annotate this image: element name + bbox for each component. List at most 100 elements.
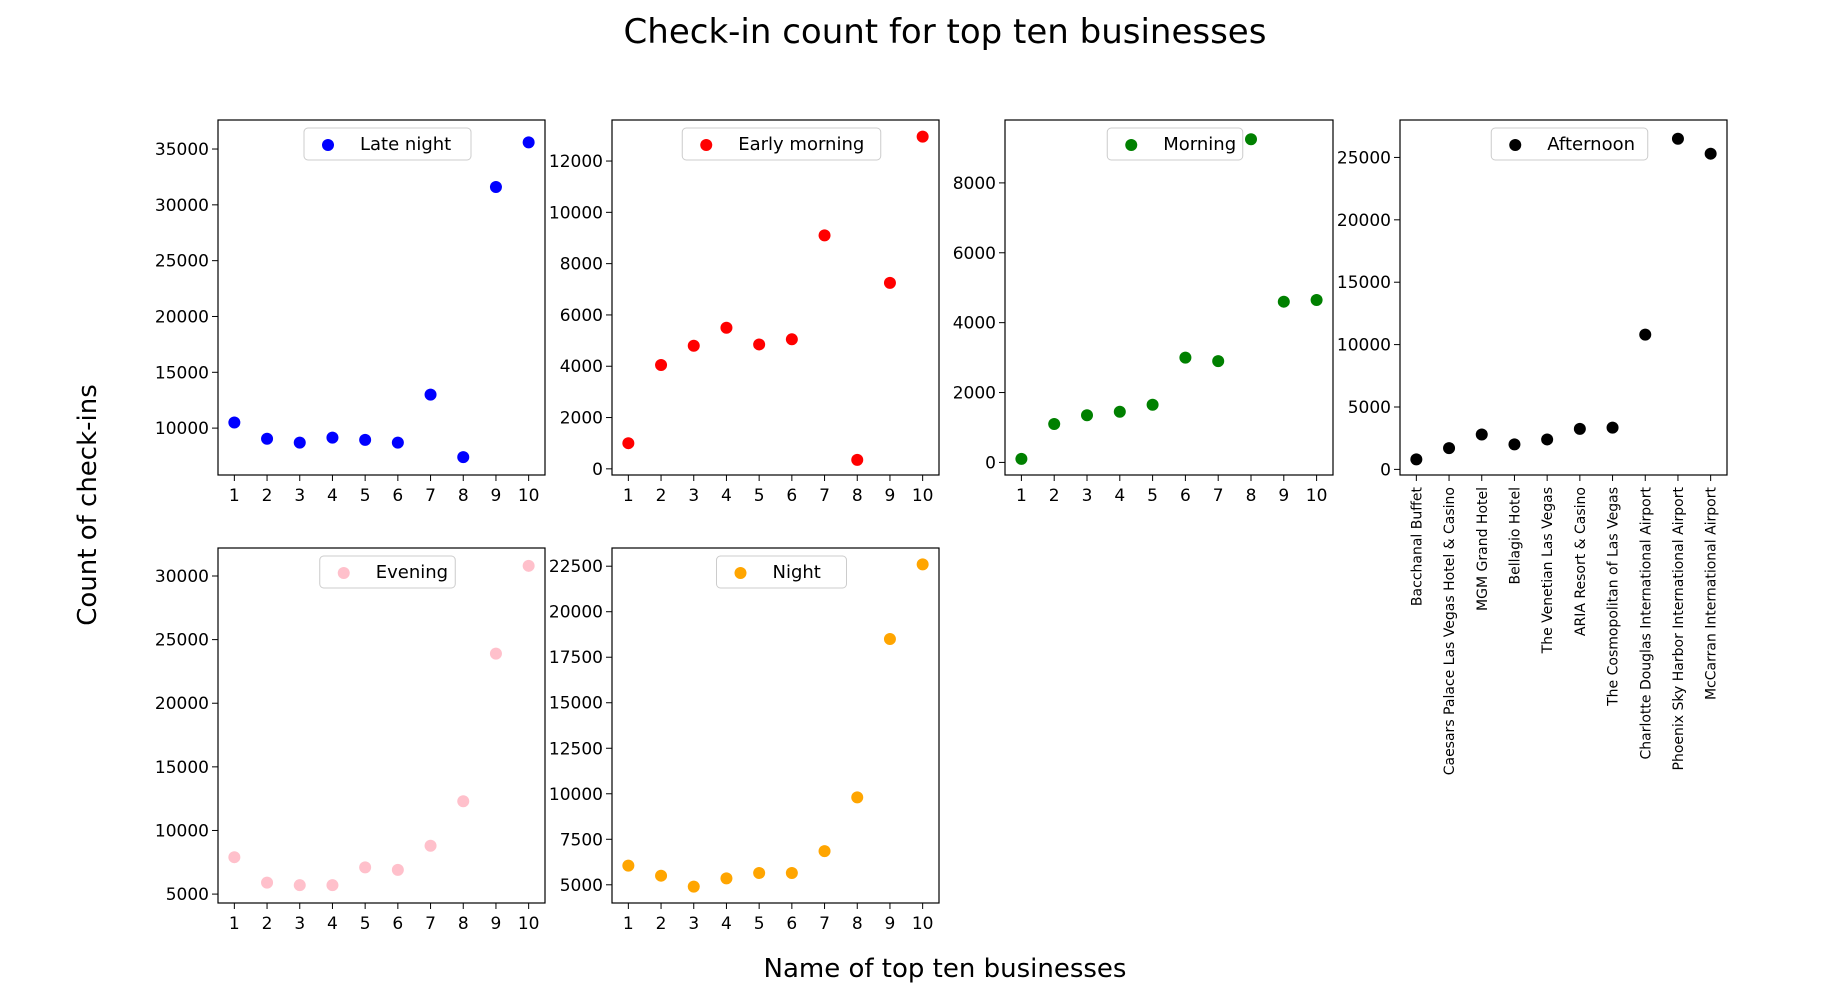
- data-point: [1508, 438, 1521, 451]
- data-point: [457, 795, 470, 808]
- data-point: [687, 339, 700, 352]
- data-point: [1015, 452, 1028, 465]
- xtick-label: 10: [518, 486, 540, 506]
- subplot-evening: 5000 10000 15000 20000 25000 30000 1 2 3 4 5 6 7 8 9 10…: [155, 547, 546, 934]
- axes-frame-morning: [1004, 119, 1334, 476]
- xtick-label: 3: [688, 914, 699, 934]
- ytick-label: 25000: [155, 252, 209, 272]
- subplot-afternoon: 0 5000 10000 15000 20000 25000 Bacchanal Buffe…: [1337, 119, 1728, 775]
- data-point: [522, 136, 535, 149]
- data-point: [1443, 442, 1456, 455]
- data-point: [622, 437, 635, 450]
- xtick-label: 8: [458, 914, 469, 934]
- data-point: [1410, 453, 1423, 466]
- xtick-label: 4: [721, 914, 732, 934]
- xtick-label: 2: [656, 486, 667, 506]
- xtick-label: 5: [360, 486, 371, 506]
- ytick-label: 2000: [560, 409, 603, 429]
- xtick-label: Bellagio Hotel: [1507, 487, 1523, 584]
- ytick-label: 10000: [1337, 336, 1391, 356]
- xtick-label: 10: [1306, 486, 1328, 506]
- ytick-label: 35000: [155, 140, 209, 160]
- data-point: [1704, 147, 1717, 160]
- data-point: [622, 859, 635, 872]
- xtick-label: 3: [688, 486, 699, 506]
- axes-frame-late-night: [217, 119, 546, 476]
- data-point: [391, 863, 404, 876]
- xtick-label: 8: [1246, 486, 1257, 506]
- data-point: [457, 451, 470, 464]
- data-point: [655, 358, 668, 371]
- legend-evening: Evening: [319, 555, 456, 589]
- data-point: [753, 866, 766, 879]
- figure-title: Check-in count for top ten businesses: [624, 12, 1267, 52]
- legend-marker: [734, 567, 747, 579]
- ytick-label: 5000: [1348, 398, 1391, 418]
- xtick-label: 5: [754, 486, 765, 506]
- data-point: [1212, 355, 1225, 368]
- data-point: [424, 839, 437, 852]
- ytick-label: 4000: [560, 357, 603, 377]
- legend-label: Late night: [360, 134, 451, 155]
- ytick-label: 15000: [549, 694, 603, 714]
- xtick-label: 3: [294, 486, 305, 506]
- data-point: [687, 880, 700, 893]
- legend-box: [303, 127, 472, 161]
- xtick-label: McCarran International Airport: [1704, 486, 1720, 700]
- ytick-label: 6000: [953, 244, 996, 264]
- legend-label: Afternoon: [1547, 134, 1635, 155]
- ytick-label: 0: [592, 460, 603, 480]
- ytick-label: 20000: [155, 694, 209, 714]
- data-point: [851, 453, 864, 466]
- xtick-label: 1: [623, 486, 634, 506]
- ytick-label: 8000: [560, 255, 603, 275]
- data-point: [818, 845, 831, 858]
- data-point: [326, 431, 339, 444]
- ytick-label: 0: [1380, 460, 1391, 480]
- ytick-label: 6000: [560, 306, 603, 326]
- ytick-label: 22500: [549, 557, 603, 577]
- data-point: [359, 861, 372, 874]
- data-point: [785, 866, 798, 879]
- xtick-label: 9: [491, 914, 502, 934]
- legend-night: Night: [716, 555, 847, 589]
- data-point: [1245, 133, 1257, 146]
- xtick-label: 3: [294, 914, 305, 934]
- xtick-label: Phoenix Sky Harbor International Airport: [1671, 486, 1687, 770]
- xtick-label: 8: [458, 486, 469, 506]
- data-point: [1113, 405, 1126, 418]
- data-point: [883, 633, 896, 646]
- axes-frame-night: [611, 547, 940, 904]
- ytick-label: 0: [985, 453, 996, 473]
- subplot-late-night: 10000 15000 20000 25000 30000 35000 1 2 3 4 5 6 7 8 9 1…: [155, 119, 546, 506]
- legend-marker: [700, 139, 713, 151]
- data-point: [916, 130, 929, 143]
- xtick-label: 1: [1016, 486, 1027, 506]
- data-point: [326, 879, 339, 892]
- legend-box: [681, 127, 882, 161]
- ytick-label: 20000: [155, 307, 209, 327]
- xtick-label: 7: [1213, 486, 1224, 506]
- ytick-label: 15000: [1337, 273, 1391, 293]
- xtick-label: 6: [392, 914, 403, 934]
- data-point: [424, 388, 437, 401]
- data-point: [720, 872, 733, 885]
- ytick-label: 30000: [155, 196, 209, 216]
- xtick-label: 7: [819, 914, 830, 934]
- ytick-label: 8000: [953, 174, 996, 194]
- subplot-morning: 0 2000 4000 6000 8000 1 2 3 4 5 6 7 8 9 10 Morning: [953, 119, 1334, 506]
- xtick-label: 10: [518, 914, 540, 934]
- xtick-label: Bacchanal Buffet: [1409, 487, 1425, 607]
- xtick-label: 1: [229, 486, 240, 506]
- data-point: [1475, 428, 1488, 441]
- data-point: [851, 791, 864, 804]
- xtick-label: 9: [1278, 486, 1289, 506]
- legend-label: Early morning: [738, 134, 864, 155]
- xtick-label: 6: [1180, 486, 1191, 506]
- data-point: [489, 647, 502, 660]
- ytick-label: 10000: [155, 419, 209, 439]
- legend-early-morning: Early morning: [681, 127, 882, 161]
- xtick-label: Charlotte Douglas International Airport: [1638, 486, 1654, 759]
- legend-marker: [1509, 139, 1522, 151]
